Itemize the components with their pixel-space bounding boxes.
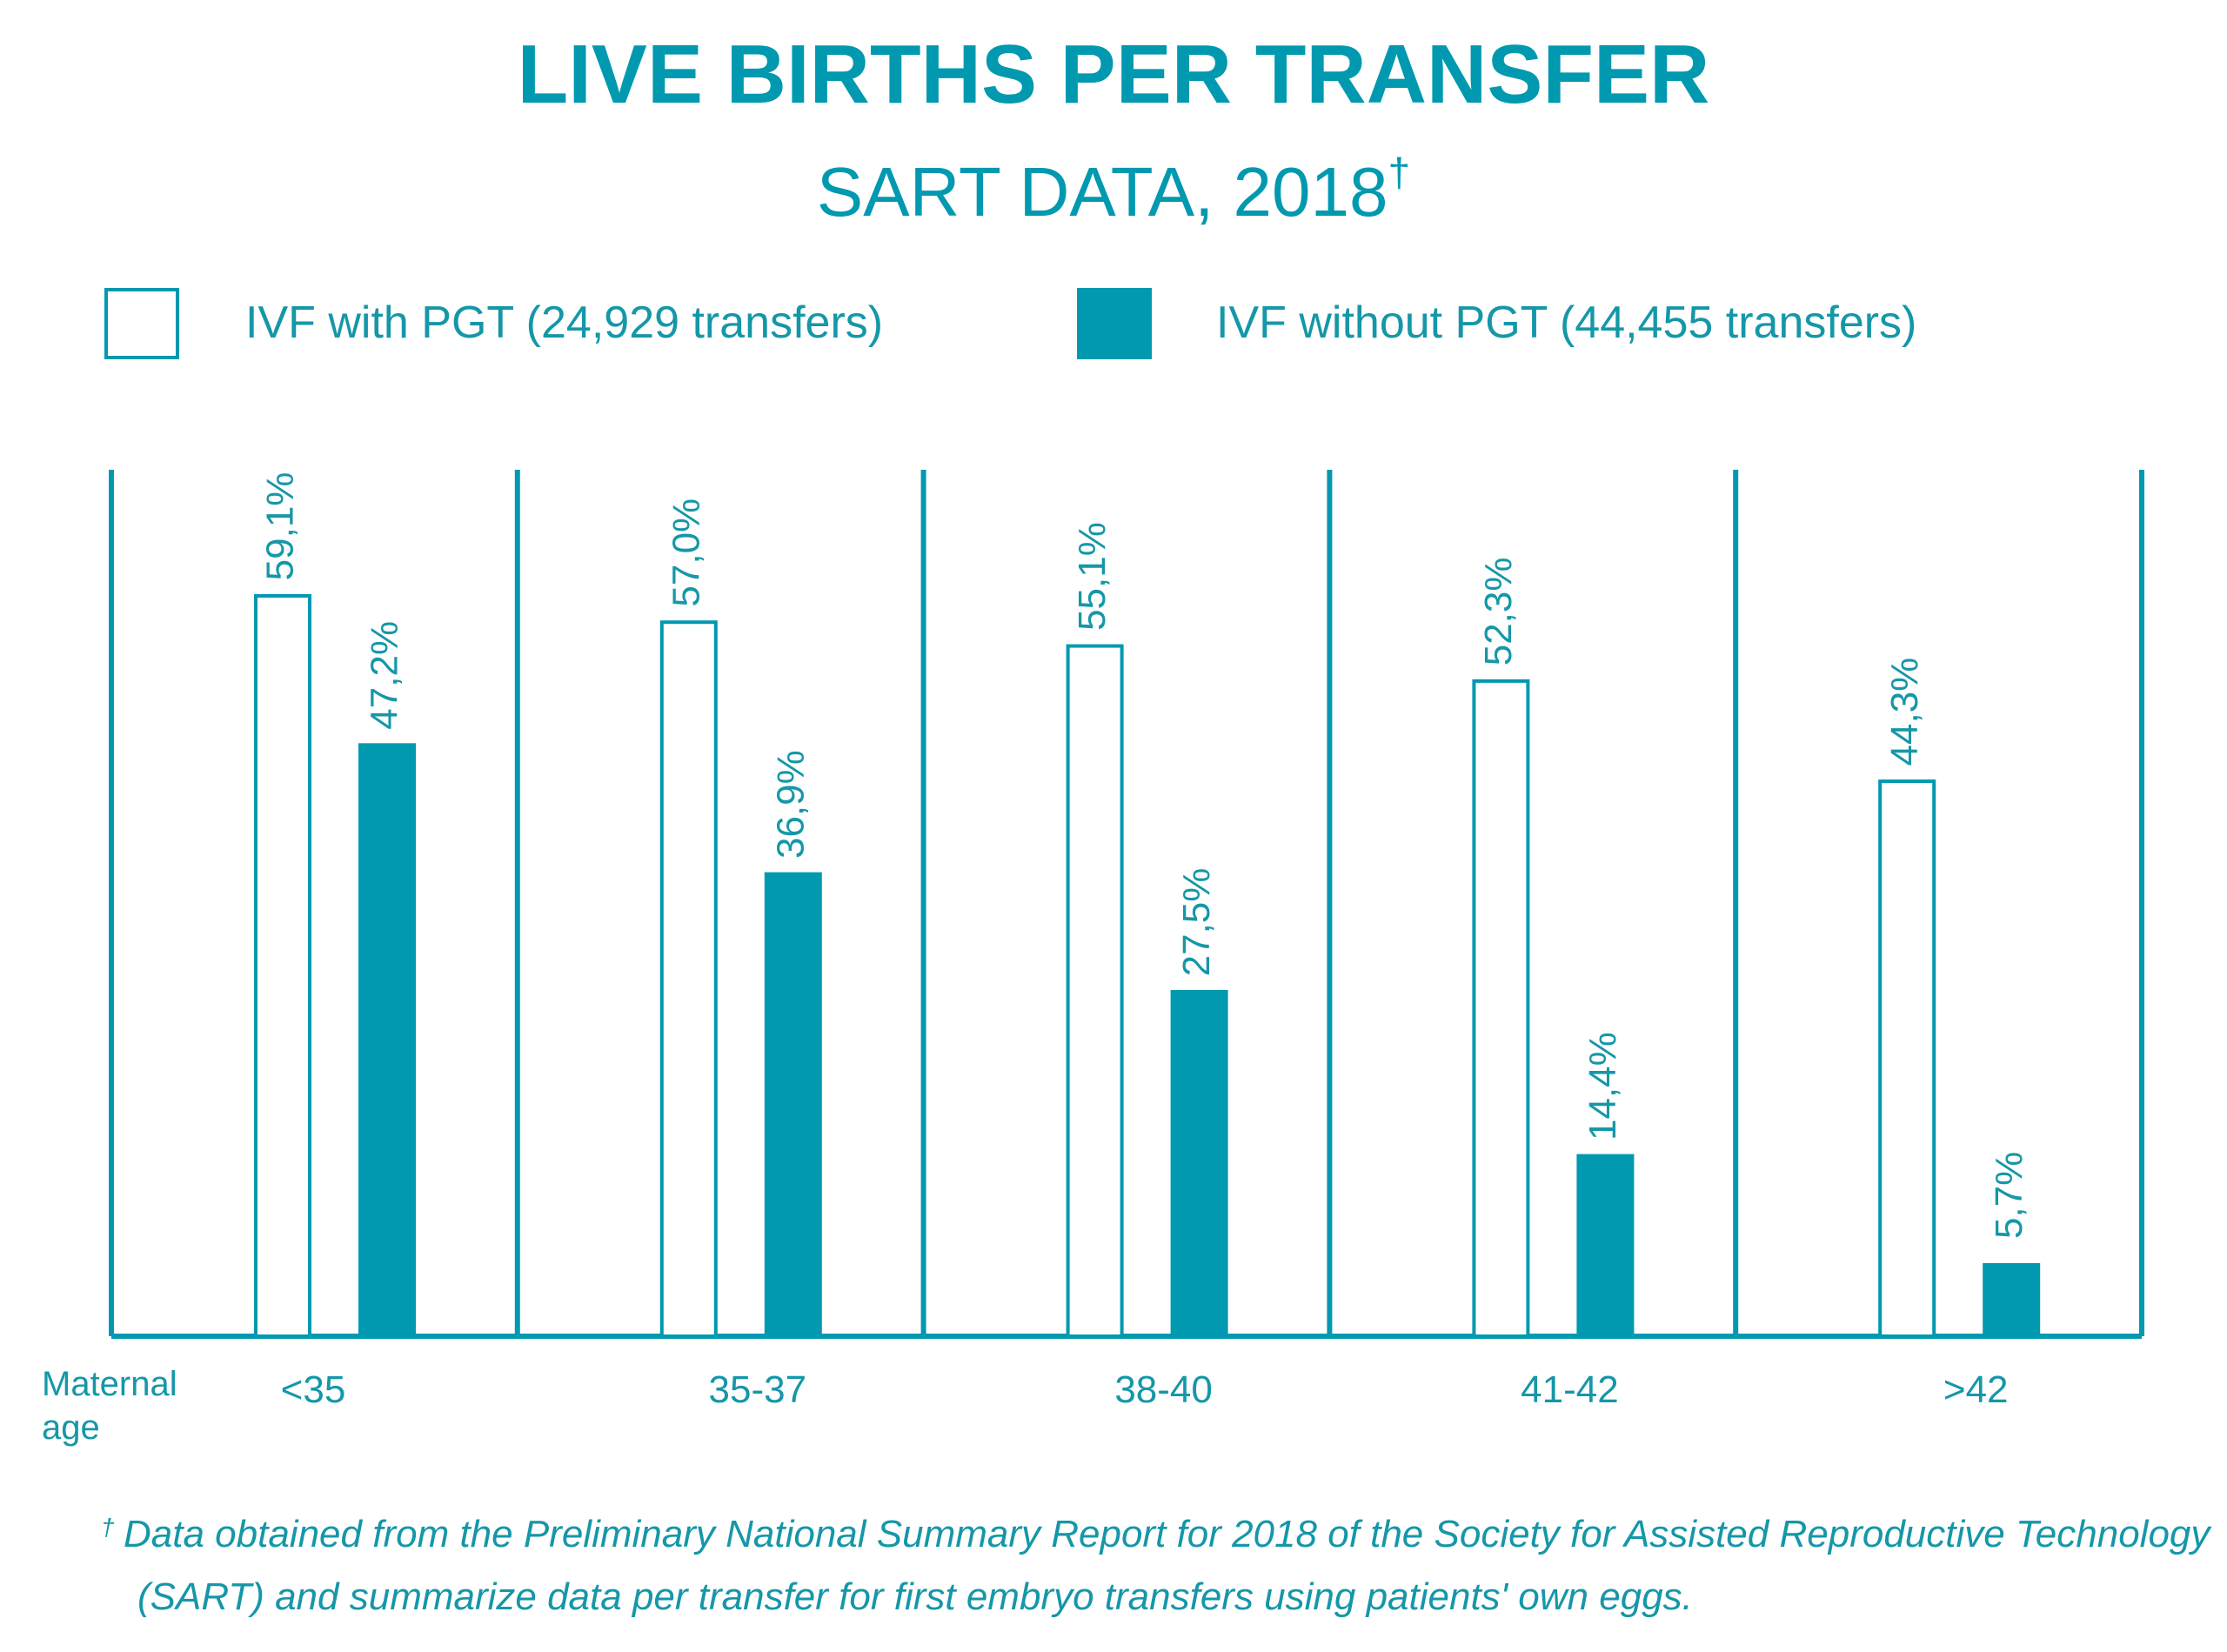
legend-swatch-2 bbox=[1077, 288, 1152, 359]
data-label: 5,7% bbox=[1988, 1152, 2030, 1239]
bar-with-pgt-1 bbox=[254, 593, 311, 1338]
footnote-line-2: (SART) and summarize data per transfer f… bbox=[137, 1575, 1693, 1618]
legend-swatch-1 bbox=[104, 288, 179, 359]
data-label: 57,0% bbox=[665, 498, 707, 607]
bar-without-pgt-2 bbox=[764, 872, 822, 1338]
data-label: 47,2% bbox=[364, 621, 406, 730]
category-label: <35 bbox=[281, 1368, 346, 1411]
data-label: 55,1% bbox=[1071, 522, 1114, 631]
dagger-mark: † bbox=[1388, 150, 1411, 195]
footnote-dagger: † bbox=[101, 1514, 115, 1541]
category-label: 35-37 bbox=[709, 1368, 807, 1411]
legend-label-2: IVF without PGT (44,455 transfers) bbox=[1216, 298, 1916, 348]
footnote-line-1: Data obtained from the Preliminary Natio… bbox=[124, 1513, 2212, 1555]
bar-without-pgt-5 bbox=[1983, 1262, 2041, 1339]
bar-with-pgt-2 bbox=[659, 620, 718, 1338]
chart-title: LIVE BIRTHS PER TRANSFER bbox=[518, 28, 1710, 121]
category-label: 38-40 bbox=[1114, 1368, 1213, 1411]
x-axis-label: Maternal age bbox=[42, 1365, 177, 1447]
data-label: 44,3% bbox=[1883, 658, 1926, 766]
legend: IVF with PGT (24,929 transfers) IVF witho… bbox=[104, 288, 1916, 359]
x-axis-label-line: age bbox=[42, 1408, 100, 1447]
bar-without-pgt-3 bbox=[1170, 990, 1228, 1338]
footnote: † Data obtained from the Preliminary Nati… bbox=[101, 1513, 2221, 1618]
bar-without-pgt-4 bbox=[1576, 1154, 1635, 1339]
category-label: 41-42 bbox=[1521, 1368, 1619, 1411]
chart-subtitle-text: SART DATA, 2018 bbox=[817, 153, 1388, 231]
bar-with-pgt-4 bbox=[1472, 679, 1530, 1338]
data-label: 52,3% bbox=[1477, 557, 1520, 665]
bar-with-pgt-3 bbox=[1066, 644, 1124, 1338]
plot-area: 59,1% 57,0% 55,1% 52,3% 44,3% 47,2% 36,9% 27,5%… bbox=[42, 470, 2144, 1447]
x-axis-label-line: Maternal bbox=[42, 1365, 177, 1403]
chart-subtitle: SART DATA, 2018† bbox=[817, 150, 1410, 231]
legend-label-1: IVF with PGT (24,929 transfers) bbox=[245, 298, 883, 348]
bar-without-pgt-1 bbox=[358, 743, 416, 1338]
bar-with-pgt-5 bbox=[1878, 779, 1936, 1338]
category-label: >42 bbox=[1943, 1368, 2009, 1411]
data-label: 27,5% bbox=[1175, 868, 1218, 977]
data-label: 14,4% bbox=[1582, 1032, 1624, 1140]
data-label: 59,1% bbox=[259, 472, 302, 581]
data-label: 36,9% bbox=[769, 750, 812, 859]
